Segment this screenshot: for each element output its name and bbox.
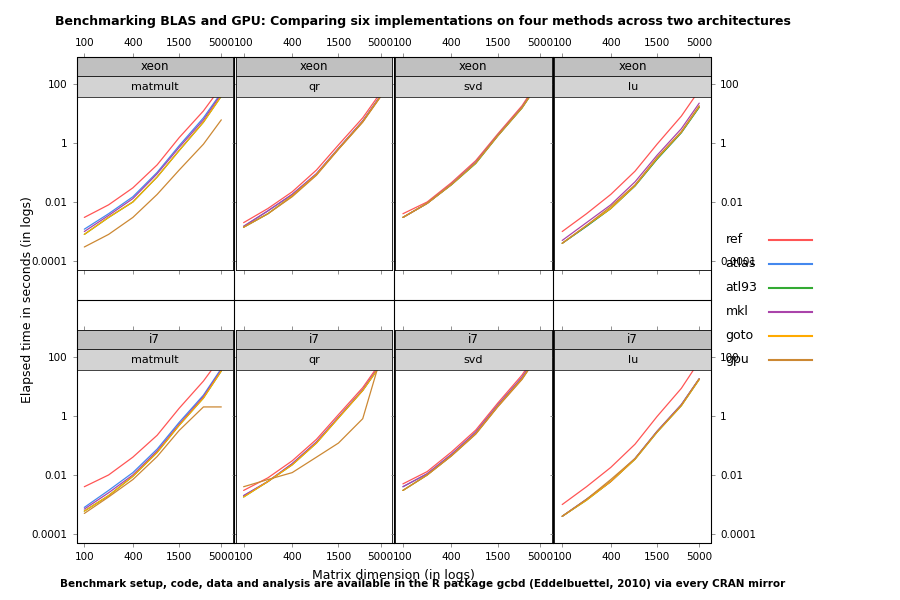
Text: mkl: mkl xyxy=(725,305,748,318)
Text: xeon: xeon xyxy=(459,60,488,73)
Text: Benchmarking BLAS and GPU: Comparing six implementations on four methods across : Benchmarking BLAS and GPU: Comparing six… xyxy=(55,15,791,28)
Text: lu: lu xyxy=(627,355,638,365)
Text: qr: qr xyxy=(308,355,320,365)
Text: ref: ref xyxy=(725,233,742,246)
Text: Benchmark setup, code, data and analysis are available in the R package gcbd (Ed: Benchmark setup, code, data and analysis… xyxy=(60,579,786,589)
Text: atl93: atl93 xyxy=(725,281,757,294)
Text: matmult: matmult xyxy=(131,355,178,365)
Text: gpu: gpu xyxy=(725,353,749,366)
Text: matmult: matmult xyxy=(131,82,178,92)
Text: i7: i7 xyxy=(468,333,479,346)
Text: xeon: xeon xyxy=(300,60,328,73)
Text: i7: i7 xyxy=(149,333,160,346)
Text: xeon: xeon xyxy=(618,60,647,73)
Text: xeon: xeon xyxy=(140,60,169,73)
Text: goto: goto xyxy=(725,329,753,342)
Text: lu: lu xyxy=(627,82,638,92)
Text: Elapsed time in seconds (in logs): Elapsed time in seconds (in logs) xyxy=(21,197,33,403)
Text: svd: svd xyxy=(464,355,483,365)
Text: atlas: atlas xyxy=(725,257,756,270)
Text: Matrix dimension (in logs): Matrix dimension (in logs) xyxy=(312,569,475,583)
Text: i7: i7 xyxy=(309,333,320,346)
Text: i7: i7 xyxy=(627,333,638,346)
Text: qr: qr xyxy=(308,82,320,92)
Text: svd: svd xyxy=(464,82,483,92)
